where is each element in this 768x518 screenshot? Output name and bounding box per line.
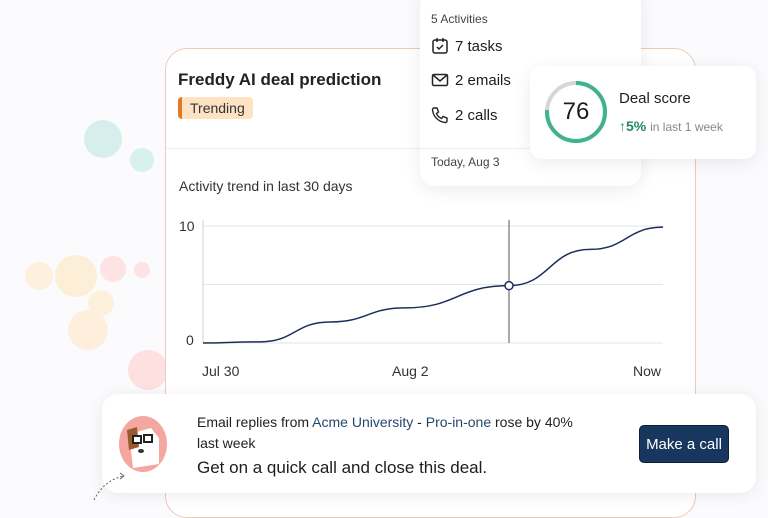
activity-calls[interactable]: 2 calls xyxy=(431,106,498,124)
msg-text: Email replies from xyxy=(197,414,313,430)
decor-bubble xyxy=(25,262,53,290)
msg-text: rose by 40% last week xyxy=(197,414,573,451)
arrow-up-icon: ↑ xyxy=(619,118,626,134)
card-title: Freddy AI deal prediction xyxy=(178,70,382,89)
chart-subtitle: Activity trend in last 30 days xyxy=(179,178,353,194)
decor-bubble xyxy=(130,148,154,172)
deal-score-change: ↑5% in last 1 week xyxy=(619,118,723,134)
decor-bubble xyxy=(134,262,150,278)
activity-label: 7 tasks xyxy=(455,37,503,55)
y-tick-label: 10 xyxy=(179,218,195,234)
company-link[interactable]: Acme University xyxy=(312,414,414,430)
product-link[interactable]: Pro-in-one xyxy=(425,414,492,430)
activity-label: 2 calls xyxy=(455,106,498,124)
decor-bubble xyxy=(84,120,122,158)
dotted-arrow xyxy=(93,472,125,501)
phone-icon xyxy=(431,107,448,124)
insight-message: Email replies from Acme University - Pro… xyxy=(197,412,597,454)
series-line xyxy=(202,226,664,344)
decor-bubble xyxy=(55,255,97,297)
insight-cta: Get on a quick call and close this deal. xyxy=(197,458,488,477)
score-ring xyxy=(545,81,607,143)
make-call-button[interactable]: Make a call xyxy=(639,425,729,463)
change-value: 5% xyxy=(626,118,647,134)
insight-banner: Email replies from Acme University - Pro… xyxy=(102,394,756,493)
activities-header: 5 Activities xyxy=(431,12,488,26)
calendar-check-icon xyxy=(432,38,448,54)
x-tick-label: Jul 30 xyxy=(202,363,240,379)
activity-emails[interactable]: 2 emails xyxy=(431,71,511,89)
mail-icon xyxy=(431,73,449,87)
x-tick-label: Now xyxy=(633,363,662,379)
x-tick-label: Aug 2 xyxy=(392,363,429,379)
decor-bubble xyxy=(68,310,108,350)
freddy-avatar xyxy=(119,416,167,472)
change-period: in last 1 week xyxy=(650,120,723,134)
deal-score-card: 76 Deal score ↑5% in last 1 week xyxy=(530,66,756,159)
activity-tasks[interactable]: 7 tasks xyxy=(431,37,503,55)
decor-bubble xyxy=(128,350,168,390)
data-point xyxy=(504,280,514,291)
deal-score-label: Deal score xyxy=(619,90,691,107)
dog-mascot-icon xyxy=(127,427,159,468)
y-tick-label: 0 xyxy=(186,332,194,348)
msg-text: - xyxy=(413,414,426,430)
activity-trend-chart xyxy=(202,220,664,344)
decor-bubble xyxy=(100,256,126,282)
activities-date: Today, Aug 3 xyxy=(431,155,500,169)
deal-score-value: 76 xyxy=(562,98,590,125)
trending-badge: Trending xyxy=(178,97,253,119)
activity-label: 2 emails xyxy=(455,71,511,89)
